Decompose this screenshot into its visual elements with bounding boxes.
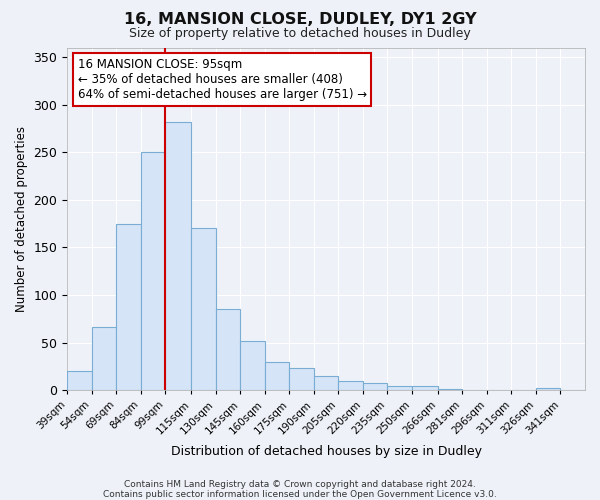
Bar — [92, 328, 116, 390]
Bar — [241, 341, 265, 390]
Bar — [67, 371, 92, 390]
Bar — [165, 122, 191, 390]
Text: 16, MANSION CLOSE, DUDLEY, DY1 2GY: 16, MANSION CLOSE, DUDLEY, DY1 2GY — [124, 12, 476, 28]
Text: Size of property relative to detached houses in Dudley: Size of property relative to detached ho… — [129, 28, 471, 40]
Text: 16 MANSION CLOSE: 95sqm
← 35% of detached houses are smaller (408)
64% of semi-d: 16 MANSION CLOSE: 95sqm ← 35% of detache… — [77, 58, 367, 101]
Text: Contains public sector information licensed under the Open Government Licence v3: Contains public sector information licen… — [103, 490, 497, 499]
Bar — [140, 152, 165, 390]
Bar — [338, 381, 363, 390]
Bar — [216, 310, 241, 390]
Bar — [314, 376, 338, 390]
Bar — [116, 224, 140, 390]
X-axis label: Distribution of detached houses by size in Dudley: Distribution of detached houses by size … — [170, 444, 482, 458]
Y-axis label: Number of detached properties: Number of detached properties — [15, 126, 28, 312]
Bar — [363, 382, 388, 390]
Bar — [191, 228, 216, 390]
Bar — [412, 386, 438, 390]
Bar — [536, 388, 560, 390]
Bar — [388, 386, 412, 390]
Bar — [289, 368, 314, 390]
Bar — [265, 362, 289, 390]
Text: Contains HM Land Registry data © Crown copyright and database right 2024.: Contains HM Land Registry data © Crown c… — [124, 480, 476, 489]
